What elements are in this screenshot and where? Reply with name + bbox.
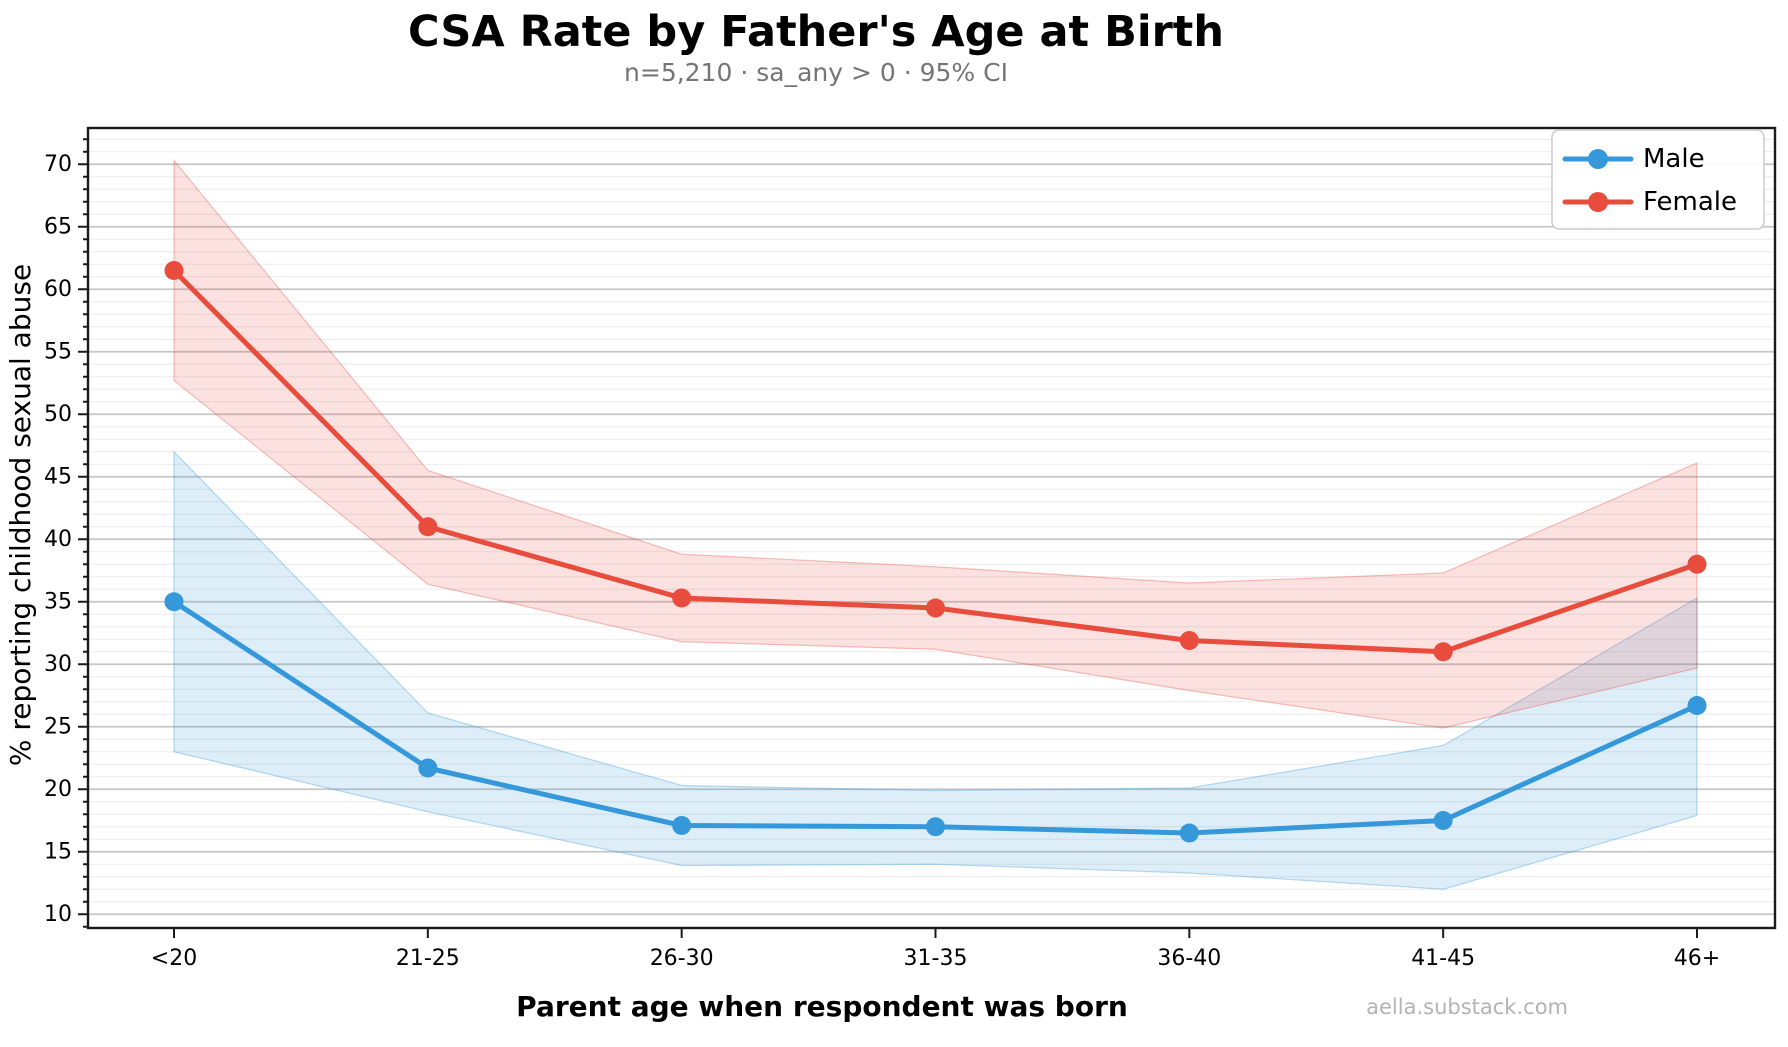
male-data-point	[418, 758, 438, 778]
y-tick-label: 20	[44, 777, 72, 802]
chart-subtitle: n=5,210 · sa_any > 0 · 95% CI	[624, 58, 1008, 87]
x-tick-label: 36-40	[1157, 946, 1221, 971]
y-tick-label: 30	[44, 652, 72, 677]
plot-border	[86, 126, 1777, 930]
female-data-point	[926, 598, 945, 618]
data-series-lines	[164, 261, 1707, 843]
y-tick-label: 35	[44, 589, 72, 614]
legend-item-male: Male	[1562, 144, 1705, 174]
female-data-point	[672, 588, 692, 608]
male-data-point	[926, 817, 945, 837]
x-tick-label: 31-35	[904, 946, 968, 971]
y-tick-label: 60	[44, 277, 72, 302]
female-confidence-band	[173, 158, 1698, 729]
female-marker-swatch	[1588, 192, 1608, 212]
x-tick-label: 26-30	[650, 946, 714, 971]
y-tick-label: 65	[44, 214, 72, 239]
confidence-bands	[173, 158, 1698, 890]
x-tick-label: 21-25	[396, 946, 460, 971]
male-data-point	[1687, 696, 1707, 715]
y-tick-label: 10	[44, 902, 72, 927]
axis-tick-labels: 10 15 20 25 30 35 40 45 50 55 60 65 70 <20 21-25 26-30 3…	[44, 152, 1720, 971]
female-data-point	[164, 261, 184, 280]
watermark: aella.substack.com	[1366, 995, 1568, 1019]
male-data-point	[164, 592, 184, 612]
female-data-point	[1179, 631, 1199, 650]
x-tick-label: 41-45	[1411, 946, 1475, 971]
y-tick-label: 15	[44, 839, 72, 864]
legend: Male Female	[1551, 129, 1765, 230]
y-tick-label: 40	[44, 527, 72, 552]
gridlines	[88, 138, 1775, 928]
x-tick-label: 46+	[1674, 946, 1720, 971]
male-marker-swatch	[1588, 149, 1608, 169]
male-data-point	[1433, 811, 1453, 830]
male-data-point	[672, 816, 692, 835]
male-data-point	[1179, 823, 1199, 843]
y-tick-label: 50	[44, 402, 72, 427]
x-axis-label: Parent age when respondent was born	[516, 990, 1128, 1023]
female-data-point	[1687, 554, 1707, 574]
chart-title: CSA Rate by Father's Age at Birth	[408, 7, 1224, 57]
legend-item-female: Female	[1562, 187, 1737, 217]
y-tick-label: 25	[44, 714, 72, 739]
x-tick-label: <20	[151, 946, 197, 971]
y-tick-label: 45	[44, 464, 72, 489]
legend-label-male: Male	[1643, 144, 1705, 174]
legend-label-female: Female	[1643, 187, 1737, 217]
y-axis-label: % reporting childhood sexual abuse	[4, 264, 37, 766]
y-tick-label: 70	[44, 152, 72, 177]
female-data-point	[1433, 642, 1453, 662]
y-tick-label: 55	[44, 339, 72, 364]
male-confidence-band	[173, 450, 1698, 890]
female-data-point	[418, 517, 438, 537]
